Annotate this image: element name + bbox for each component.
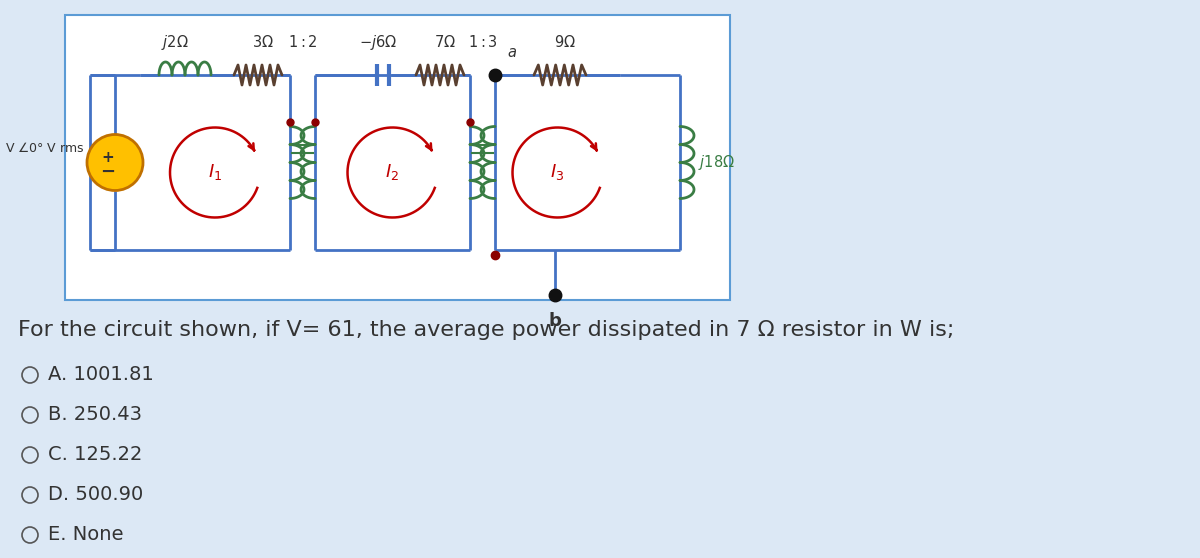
Text: $I_2$: $I_2$ (385, 162, 400, 182)
Text: $I_3$: $I_3$ (551, 162, 565, 182)
Text: E. None: E. None (48, 526, 124, 545)
Text: $3\Omega$: $3\Omega$ (252, 34, 274, 50)
Text: B. 250.43: B. 250.43 (48, 406, 142, 425)
Text: D. 500.90: D. 500.90 (48, 485, 143, 504)
Text: $a$: $a$ (508, 45, 517, 60)
Text: $7\Omega$: $7\Omega$ (434, 34, 456, 50)
Text: $j2\Omega$: $j2\Omega$ (161, 33, 188, 52)
Text: $j18\Omega$: $j18\Omega$ (698, 153, 734, 172)
Text: C. 125.22: C. 125.22 (48, 445, 143, 464)
FancyBboxPatch shape (65, 15, 730, 300)
Text: −: − (101, 162, 115, 180)
Text: $I_1$: $I_1$ (208, 162, 222, 182)
Text: For the circuit shown, if V= 61, the average power dissipated in 7 Ω resistor in: For the circuit shown, if V= 61, the ave… (18, 320, 954, 340)
Text: $-j6\Omega$: $-j6\Omega$ (359, 33, 397, 52)
Text: +: + (102, 150, 114, 165)
Text: A. 1001.81: A. 1001.81 (48, 365, 154, 384)
Text: $1:2$: $1:2$ (288, 34, 318, 50)
Text: $1:3$: $1:3$ (468, 34, 498, 50)
Circle shape (88, 134, 143, 190)
Text: V $\angle 0°$ V rms: V $\angle 0°$ V rms (5, 141, 85, 155)
Text: b: b (548, 312, 562, 330)
Text: $9\Omega$: $9\Omega$ (554, 34, 576, 50)
